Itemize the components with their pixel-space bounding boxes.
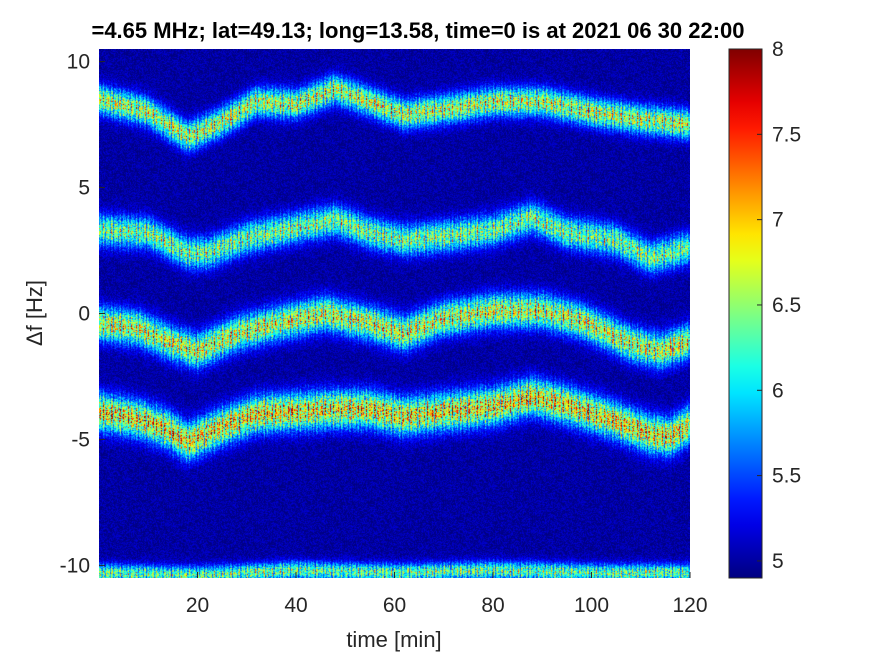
colorbar-tick-label: 6 — [772, 379, 784, 402]
y-tick-label: -10 — [60, 554, 90, 577]
colorbar-frame — [728, 48, 763, 579]
x-axis-label: time [min] — [346, 627, 441, 652]
y-tick-label: 0 — [78, 303, 90, 326]
colorbar-tick-label: 7.5 — [772, 123, 801, 146]
x-tick-label: 40 — [284, 594, 307, 617]
y-tick-label: 10 — [67, 51, 90, 74]
heatmap-image-container — [99, 49, 690, 578]
colorbar-tick-label: 8 — [772, 38, 784, 61]
heatmap-canvas — [99, 49, 690, 578]
y-tick-label: 5 — [78, 177, 90, 200]
colorbar-gradient — [729, 49, 762, 578]
y-axis-label: Δf [Hz] — [22, 280, 47, 346]
chart-title: =4.65 MHz; lat=49.13; long=13.58, time=0… — [91, 18, 744, 43]
x-tick-label: 120 — [672, 594, 707, 617]
plot-area — [99, 49, 690, 578]
colorbar-tick-label: 7 — [772, 209, 784, 232]
colorbar-ticks: 8 7.5 7 6.5 6 5.5 5 — [757, 38, 801, 573]
colorbar-tick-label: 5.5 — [772, 465, 801, 488]
colorbar-tick-label: 5 — [772, 550, 784, 573]
colorbar-tick-label: 6.5 — [772, 294, 801, 317]
x-tick-label: 80 — [481, 594, 504, 617]
x-tick-label: 100 — [574, 594, 609, 617]
x-tick-label: 20 — [186, 594, 209, 617]
x-axis-ticks: 20 40 60 80 100 120 — [186, 572, 708, 617]
y-tick-label: -5 — [71, 428, 90, 451]
colorbar: 8 7.5 7 6.5 6 5.5 5 — [728, 38, 801, 579]
x-tick-label: 60 — [383, 594, 406, 617]
y-axis-ticks: 10 5 0 -5 -10 — [60, 51, 105, 577]
